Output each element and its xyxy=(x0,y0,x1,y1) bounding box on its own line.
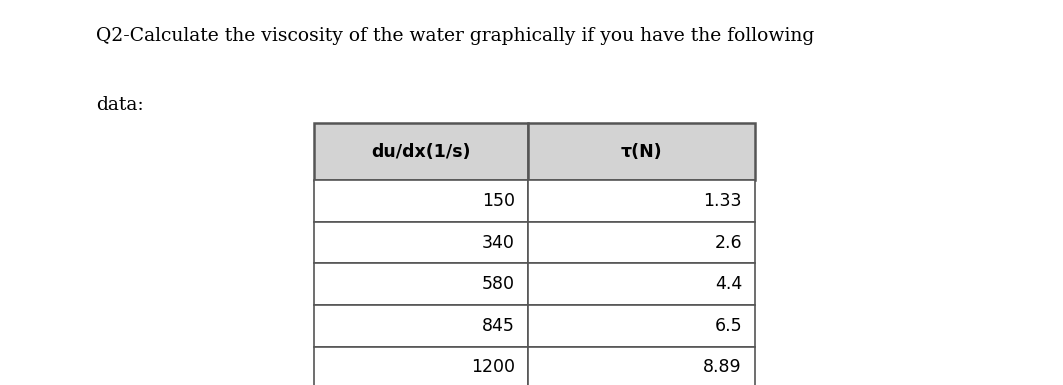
FancyBboxPatch shape xyxy=(527,346,755,385)
Text: 1.33: 1.33 xyxy=(704,192,742,210)
FancyBboxPatch shape xyxy=(314,180,527,222)
Text: 1200: 1200 xyxy=(471,358,514,376)
FancyBboxPatch shape xyxy=(314,222,527,263)
Text: τ(N): τ(N) xyxy=(621,143,662,161)
Text: 2.6: 2.6 xyxy=(714,234,742,251)
FancyBboxPatch shape xyxy=(527,123,755,180)
Text: 340: 340 xyxy=(482,234,514,251)
FancyBboxPatch shape xyxy=(527,222,755,263)
Text: 150: 150 xyxy=(482,192,514,210)
FancyBboxPatch shape xyxy=(314,263,527,305)
Text: 6.5: 6.5 xyxy=(714,317,742,335)
Text: 4.4: 4.4 xyxy=(714,275,742,293)
Text: 8.89: 8.89 xyxy=(704,358,742,376)
FancyBboxPatch shape xyxy=(314,305,527,346)
FancyBboxPatch shape xyxy=(527,263,755,305)
FancyBboxPatch shape xyxy=(527,180,755,222)
Text: data:: data: xyxy=(96,96,144,114)
FancyBboxPatch shape xyxy=(527,305,755,346)
Text: Q2-Calculate the viscosity of the water graphically if you have the following: Q2-Calculate the viscosity of the water … xyxy=(96,27,814,45)
Text: du/dx(1/s): du/dx(1/s) xyxy=(371,143,470,161)
Text: 845: 845 xyxy=(482,317,514,335)
Text: 580: 580 xyxy=(482,275,514,293)
FancyBboxPatch shape xyxy=(314,123,527,180)
FancyBboxPatch shape xyxy=(314,346,527,385)
